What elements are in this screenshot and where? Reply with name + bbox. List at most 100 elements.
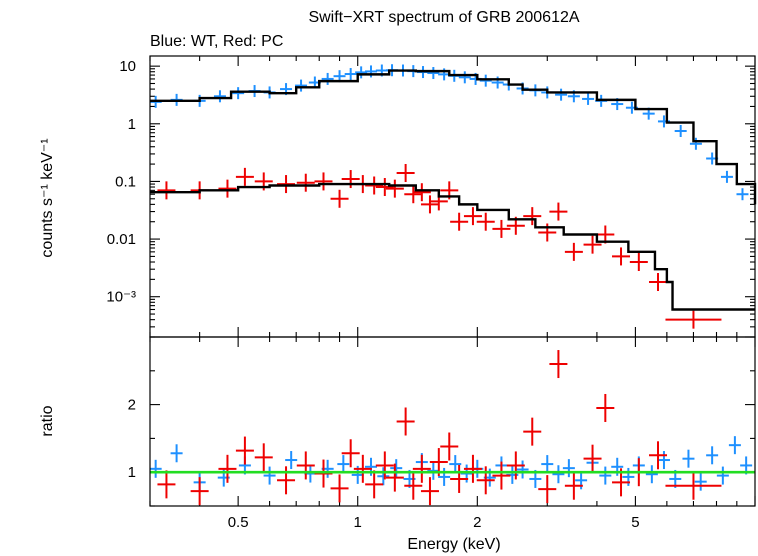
pc-ratio-point [296, 451, 315, 480]
y-tick-label: 10⁻³ [106, 289, 136, 306]
wt-ratio-point [706, 446, 719, 465]
wt-ratio-point [263, 466, 276, 485]
x-axis-label: Energy (keV) [407, 536, 500, 553]
ratio-panel-frame [149, 336, 756, 507]
y-tick-label: 0.01 [107, 231, 136, 248]
pc-ratio-point [254, 443, 273, 472]
wt-ratio-point [149, 459, 162, 478]
spectrum-panel-data [149, 64, 757, 329]
wt-ratio-point [390, 459, 403, 478]
wt-ratio-point [728, 436, 741, 455]
pc-ratio-point [365, 470, 384, 499]
pc-ratio-point [412, 454, 431, 483]
pc-ratio-point [375, 451, 394, 480]
wt-ratio-point [694, 472, 707, 491]
wt-model-line [150, 69, 757, 205]
wt-ratio-point [438, 467, 451, 486]
pc-data-point [549, 202, 568, 221]
x-tick-label: 5 [631, 514, 639, 531]
pc-ratio-point [523, 417, 542, 446]
wt-ratio-point [516, 460, 529, 479]
pc-data-point [665, 310, 722, 329]
pc-data-point [218, 179, 237, 198]
wt-data-point [321, 72, 334, 85]
wt-ratio-point [599, 466, 612, 485]
wt-ratio-point [716, 466, 729, 485]
pc-ratio-point [277, 466, 296, 495]
wt-data-point [674, 124, 687, 137]
y-tick-label: 1 [128, 116, 136, 133]
pc-data-point [412, 183, 431, 202]
pc-data-point [476, 212, 495, 231]
pc-data-point [277, 175, 296, 194]
chart-title: Swift−XRT spectrum of GRB 200612A [308, 9, 579, 26]
pc-ratio-point [314, 459, 333, 488]
pc-ratio-point [506, 451, 525, 480]
pc-ratio-point [583, 444, 602, 473]
pc-model-line [150, 182, 755, 311]
x-tick-label: 2 [473, 514, 481, 531]
pc-data-point [396, 164, 415, 183]
pc-data-point [492, 219, 511, 238]
pc-data-point [649, 272, 668, 291]
pc-ratio-point [190, 477, 209, 506]
pc-ratio-point [492, 461, 511, 490]
pc-data-point [583, 235, 602, 254]
wt-ratio-point [449, 455, 462, 474]
tick-labels: 0.5 1 2 5 10 1 0.1 0.01 10⁻³ 1 2 [106, 58, 639, 531]
pc-ratio-point [564, 471, 583, 500]
pc-data-point [463, 207, 482, 226]
pc-data-point [375, 178, 394, 197]
pc-data-point [450, 212, 469, 231]
wt-data-point [427, 67, 440, 80]
pc-data-point [596, 225, 615, 244]
pc-ratio-point [396, 407, 415, 436]
pc-data-point [365, 176, 384, 195]
pc-ratio-point [649, 441, 668, 470]
pc-data-point [564, 242, 583, 261]
wt-data-point [232, 87, 245, 100]
y-tick-label: 1 [128, 464, 136, 481]
x-tick-label: 0.5 [228, 514, 249, 531]
pc-ratio-point [665, 471, 722, 500]
pc-ratio-point [596, 393, 615, 422]
pc-ratio-point [218, 454, 237, 483]
y-tick-label: 10 [119, 58, 136, 75]
wt-data-point [344, 68, 357, 81]
y-tick-label: 2 [128, 397, 136, 414]
wt-data-point [720, 170, 733, 183]
wt-ratio-point [337, 455, 350, 474]
pc-ratio-point [538, 475, 557, 504]
pc-ratio-point [235, 436, 254, 465]
pc-data-point [330, 189, 349, 208]
wt-ratio-point [427, 461, 440, 480]
y-tick-label: 0.1 [115, 173, 136, 190]
pc-data-point [629, 253, 648, 272]
wt-ratio-point [562, 459, 575, 478]
wt-ratio-point [170, 444, 183, 463]
pc-data-point [157, 181, 176, 200]
wt-data-point [365, 65, 378, 78]
pc-ratio-point [549, 350, 568, 379]
y-axis-label-ratio: ratio [39, 405, 56, 436]
wt-data-point [295, 79, 308, 92]
pc-ratio-point [420, 477, 439, 506]
pc-data-point [612, 247, 631, 266]
wt-ratio-point [285, 451, 298, 470]
pc-ratio-point [385, 463, 404, 492]
pc-data-point [385, 179, 404, 198]
wt-data-point [213, 90, 226, 103]
chart-subtitle: Blue: WT, Red: PC [150, 33, 283, 50]
wt-ratio-point [645, 465, 658, 484]
wt-data-point [582, 92, 595, 105]
pc-data-point [314, 172, 333, 191]
pc-data-point [420, 195, 439, 214]
wt-data-point [479, 74, 492, 87]
pc-data-point [341, 170, 360, 189]
pc-data-point [404, 185, 423, 204]
pc-ratio-point [341, 439, 360, 468]
pc-ratio-point [450, 464, 469, 493]
wt-data-point [555, 88, 568, 101]
ratio-panel-data [149, 350, 755, 506]
pc-ratio-point [463, 454, 482, 483]
